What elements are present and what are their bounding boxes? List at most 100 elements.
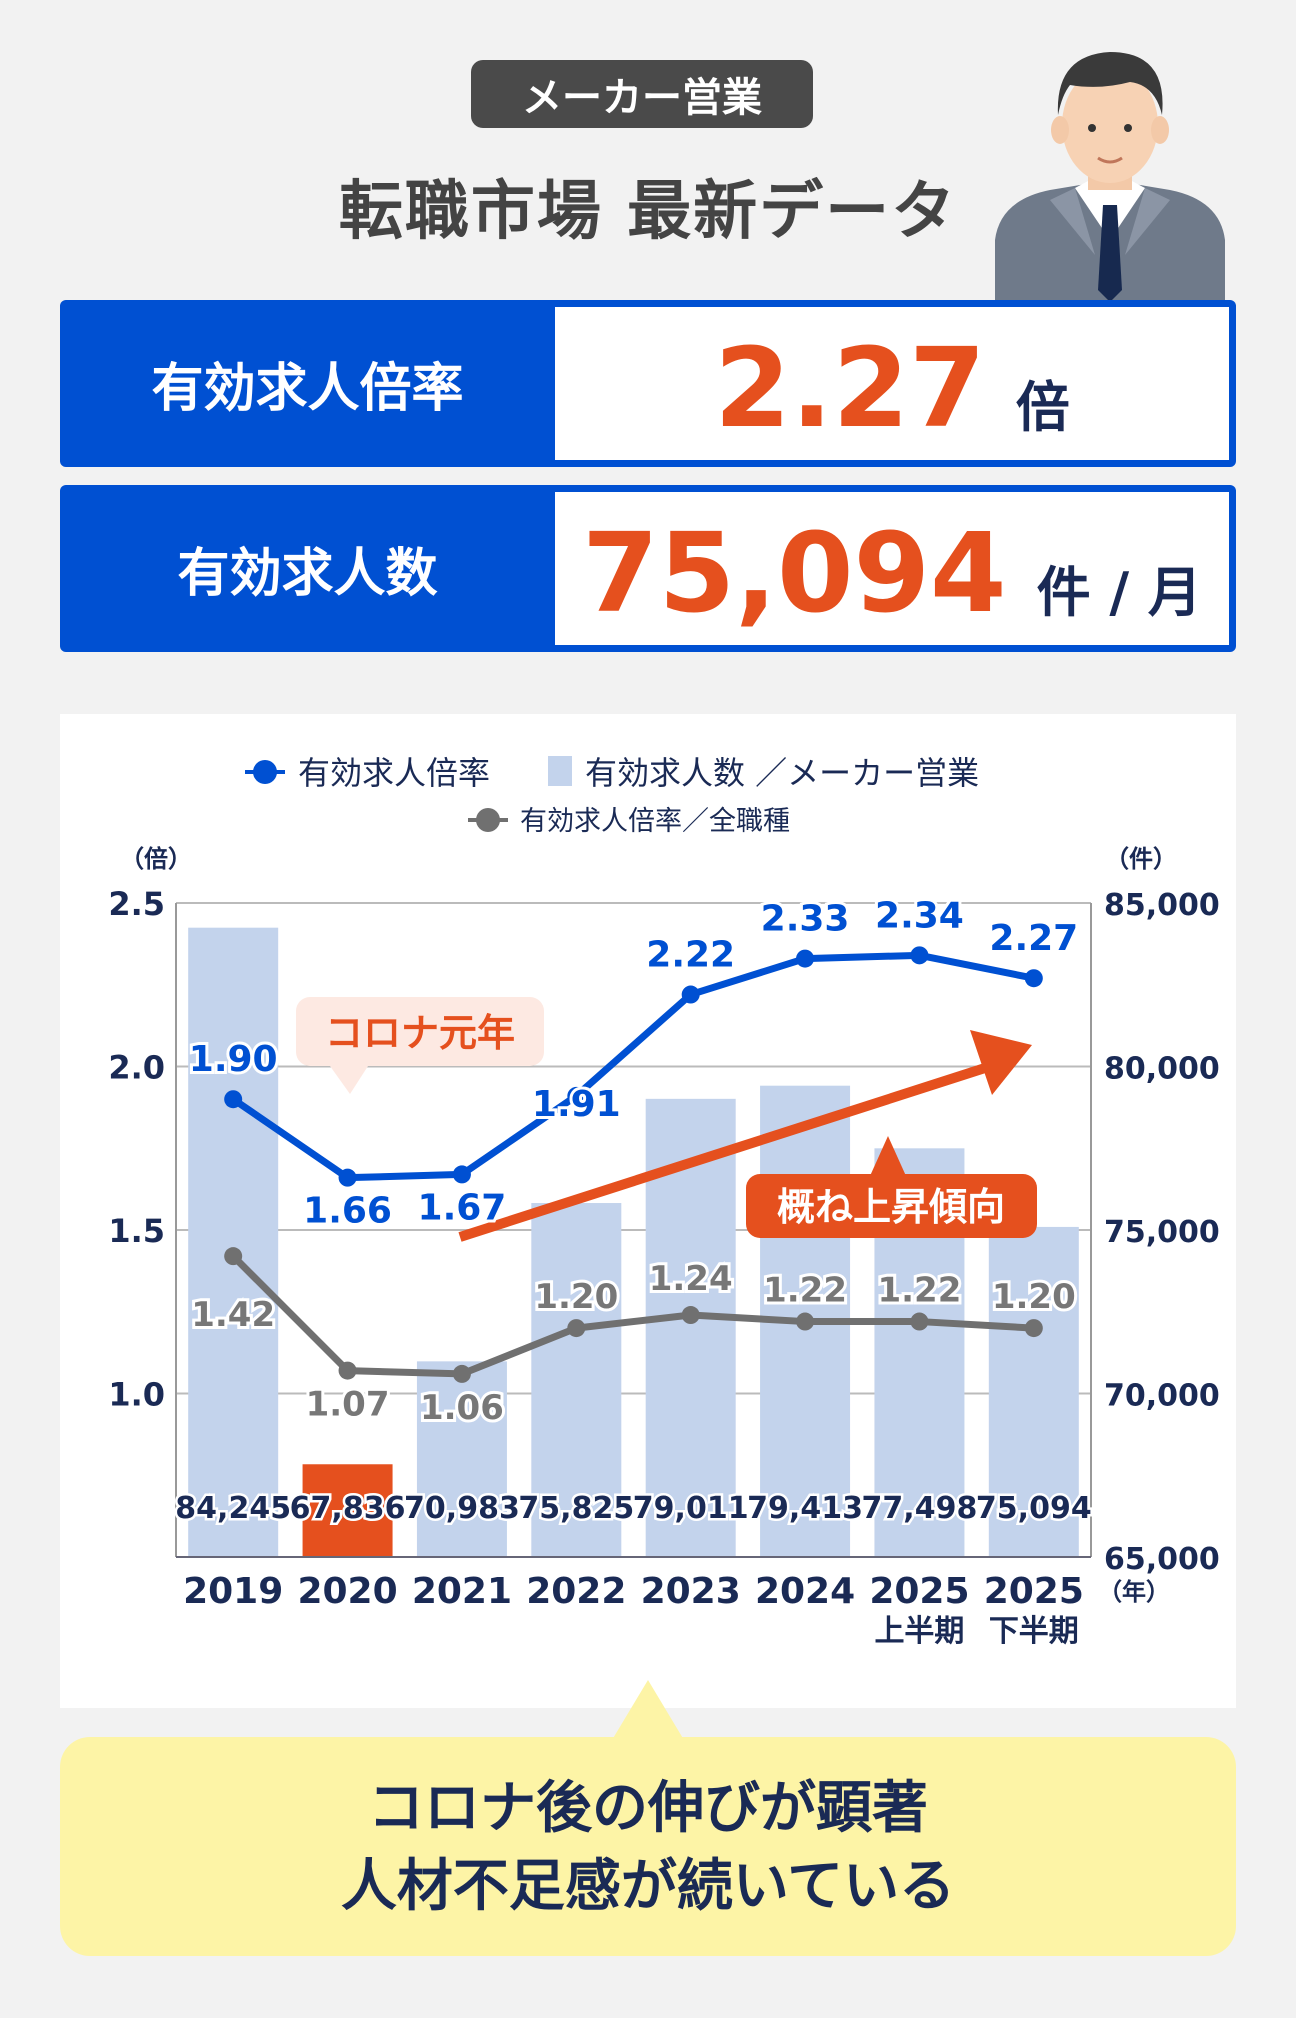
all-jobs-ratio-point [338,1361,357,1380]
kpi-value: 75,094 [582,509,1007,637]
kpi-label: 有効求人倍率 [151,359,464,419]
bar-value-label: 79,011 [633,1491,749,1526]
all-jobs-ratio-label: 1.24 [649,1259,733,1299]
all-jobs-ratio-point [567,1319,586,1338]
legend-swatch-bar [548,756,572,786]
x-tick-label: 2019 [183,1571,283,1612]
all-jobs-ratio-point [796,1312,815,1331]
annotation-trend-tail [870,1136,906,1176]
kpi-value: 2.27 [714,324,986,452]
left-tick-label: 1.5 [108,1212,165,1250]
left-axis-unit: （倍） [120,845,192,873]
bar-value-label: 79,413 [747,1491,863,1526]
summary-line-2: 人材不足感が続いている [340,1854,956,1919]
left-tick-label: 2.5 [108,885,165,923]
businessman-illustration [995,52,1225,300]
x-tick-label: 2021 [412,1571,512,1612]
right-tick-label: 70,000 [1104,1379,1220,1414]
page-title: 転職市場 最新データ [338,175,958,249]
x-tick-label: 2025 [869,1571,969,1612]
all-jobs-ratio-label: 1.06 [420,1388,504,1428]
maker-ratio-label: 1.91 [532,1084,621,1125]
maker-ratio-label: 1.66 [303,1191,392,1232]
maker-ratio-point [681,985,700,1004]
maker-ratio-label: 1.90 [189,1039,278,1080]
left-tick-label: 2.0 [108,1049,165,1087]
legend-label: 有効求人数 ／メーカー営業 [585,754,979,792]
right-tick-label: 65,000 [1104,1542,1220,1577]
right-tick-label: 75,000 [1104,1215,1220,1250]
legend-label: 有効求人倍率 [298,754,490,792]
x-tick-label: 2023 [641,1571,741,1612]
all-jobs-ratio-label: 1.22 [763,1271,847,1311]
annotation-trend-bubble [746,1174,1037,1238]
kpi-job-openings-count: 有効求人数 75,094 件 / 月 [60,485,1236,652]
annotation-corona-tail [330,1066,368,1094]
annotation-trend-text: 概ね上昇傾向 [777,1185,1005,1229]
bar-value-label: 67,836 [290,1491,406,1526]
x-axis-unit: （年） [1098,1578,1170,1606]
all-jobs-ratio-line [230,1253,1035,1378]
bar-value-label: 77,498 [862,1491,978,1526]
maker-ratio-point [567,1086,586,1105]
all-jobs-ratio-point [224,1247,243,1266]
maker-ratio-label: 1.67 [418,1187,507,1228]
maker-ratio-point [796,949,815,968]
maker-ratio-point [224,1090,243,1109]
maker-ratio-label: 2.27 [989,918,1078,959]
all-jobs-ratio-label: 1.07 [306,1385,390,1425]
summary-callout [60,1737,1236,1956]
right-tick-label: 85,000 [1104,888,1220,923]
all-jobs-ratio-label: 1.22 [877,1271,961,1311]
kpi-label: 有効求人数 [177,544,438,604]
all-jobs-ratio-point [1024,1319,1043,1338]
summary-line-1: コロナ後の伸びが顕著 [368,1776,928,1841]
legend-marker-gray [476,808,500,832]
callout-tail [612,1680,684,1740]
maker-ratio-point [452,1165,471,1184]
kpi-unit: 件 / 月 [1036,561,1202,624]
bar [416,1361,507,1557]
kpi-unit: 倍 [1015,376,1070,439]
bar-value-label: 70,983 [404,1491,520,1526]
bar [531,1203,622,1557]
bar-value-label: 84,245 [175,1491,291,1526]
category-tag: メーカー営業 [471,60,813,128]
maker-ratio-line [231,951,1035,1182]
all-jobs-ratio-point [910,1312,929,1331]
bar-value-label: 75,825 [518,1491,634,1526]
x-tick-sublabel: 上半期 [874,1614,964,1649]
bar-value-label: 75,094 [976,1491,1092,1526]
maker-ratio-point [910,946,929,965]
right-axis-unit: （件） [1105,845,1177,873]
all-jobs-ratio-point [681,1306,700,1325]
all-jobs-ratio-label: 1.42 [191,1295,275,1335]
x-tick-label: 2022 [526,1571,626,1612]
summary-text: コロナ後の伸びが顕著 人材不足感が続いている [60,1770,1236,1926]
legend-marker-blue [253,760,277,784]
maker-ratio-label: 2.34 [875,895,964,936]
kpi-job-openings-ratio: 有効求人倍率 2.27 倍 [60,300,1236,467]
all-jobs-ratio-label: 1.20 [534,1277,618,1317]
right-tick-label: 80,000 [1104,1052,1220,1087]
maker-ratio-point [338,1168,357,1187]
annotation-corona-text: コロナ元年 [325,1011,515,1055]
bar [302,1464,393,1557]
left-tick-label: 1.0 [108,1376,165,1414]
maker-ratio-point [1024,969,1043,988]
x-tick-label: 2025 [984,1571,1084,1612]
all-jobs-ratio-point [452,1364,471,1383]
maker-ratio-label: 2.22 [646,935,735,976]
trend-arrow-head [970,1030,1032,1095]
annotation-corona-bubble [296,997,544,1066]
x-tick-label: 2020 [297,1571,397,1612]
x-tick-label: 2024 [755,1571,855,1612]
trend-arrow-shaft [458,1063,987,1242]
x-tick-sublabel: 下半期 [989,1614,1079,1649]
bar [988,1226,1079,1557]
all-jobs-ratio-label: 1.20 [992,1277,1076,1317]
bar [188,927,279,1557]
legend-label: 有効求人倍率／全職種 [520,806,790,837]
maker-ratio-label: 2.33 [761,899,850,940]
